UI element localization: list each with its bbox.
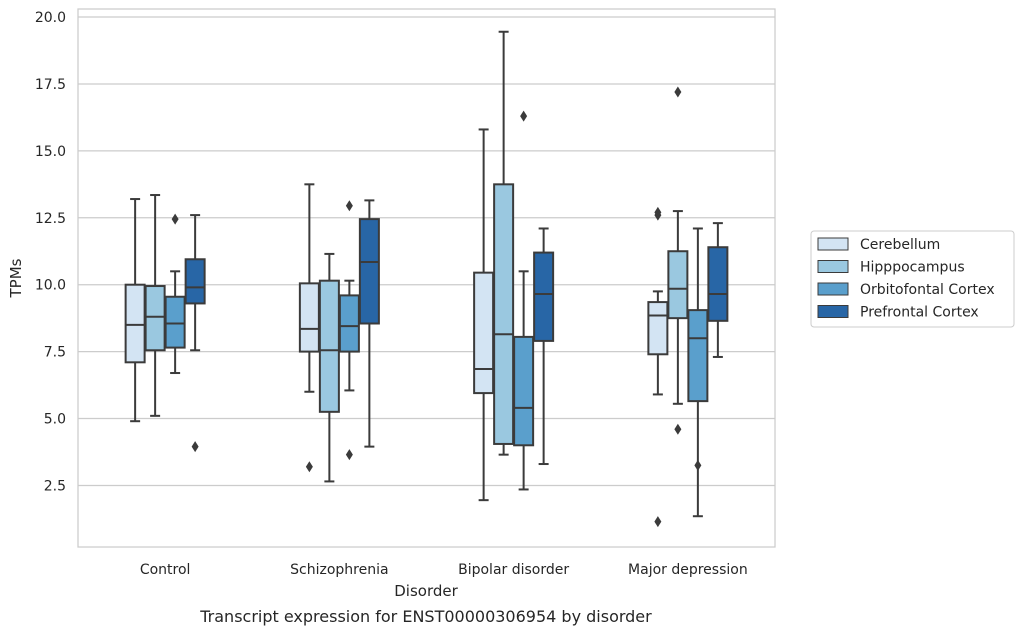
box-body <box>533 251 555 342</box>
outlier-point <box>305 461 313 473</box>
box <box>707 222 729 358</box>
legend-item: Prefrontal Cortex <box>817 305 979 321</box>
box-body <box>164 295 186 349</box>
legend-label: Cerebellum <box>860 237 940 253</box>
box-body <box>667 250 689 320</box>
legend-item: Cerebellum <box>817 237 940 253</box>
legend-swatch <box>817 305 849 318</box>
legend-swatch <box>817 282 849 296</box>
box-body <box>338 294 360 353</box>
x-tick-label: Schizophrenia <box>290 562 388 578</box>
box <box>124 198 146 423</box>
y-tick-label: 15.0 <box>35 144 66 160</box>
box-body <box>318 279 340 413</box>
legend-swatch <box>817 260 849 273</box>
x-tick-labels: Control Schizophrenia Bipolar disorder Majo… <box>140 562 748 578</box>
box <box>687 227 709 518</box>
plot-frame <box>77 8 776 548</box>
legend-label: Hipppocampus <box>860 260 965 276</box>
y-tick-label: 5.0 <box>44 412 66 428</box>
legend-item: Hipppocampus <box>817 260 965 276</box>
box <box>647 206 669 528</box>
box-body <box>707 246 729 322</box>
category-group <box>473 30 555 502</box>
box-groups <box>124 30 729 528</box>
legend-frame <box>810 230 1015 328</box>
outlier-point <box>345 449 353 461</box>
outlier-point <box>694 459 702 471</box>
box <box>318 252 340 483</box>
y-axis-title: TPMs <box>7 258 25 298</box>
outlier-point <box>520 110 528 122</box>
box-body <box>473 271 495 395</box>
chart-caption: Transcript expression for ENST0000030695… <box>199 607 652 626</box>
outlier-point <box>674 86 682 98</box>
box-body <box>687 309 709 403</box>
legend-swatch <box>817 237 849 251</box>
box-body <box>513 335 535 447</box>
outlier-point <box>191 441 199 453</box>
outlier-point <box>674 423 682 435</box>
legend: Cerebellum Hipppocampus Orbitofontal Corte… <box>810 230 1015 328</box>
box <box>493 30 515 456</box>
y-tick-label: 12.5 <box>35 211 66 227</box>
box-body <box>124 283 146 364</box>
x-tick-label: Bipolar disorder <box>458 562 569 578</box>
x-axis-title: Disorder <box>394 582 458 600</box>
legend-label: Prefrontal Cortex <box>860 305 979 321</box>
category-group <box>298 183 380 483</box>
legend-item: Orbitofontal Cortex <box>817 282 995 298</box>
box <box>184 214 206 453</box>
box <box>358 199 380 448</box>
box-body <box>358 218 380 325</box>
category-group <box>124 194 206 453</box>
legend-label: Orbitofontal Cortex <box>860 282 995 298</box>
box-body <box>184 258 206 305</box>
box <box>533 227 555 466</box>
box-body <box>647 301 669 356</box>
outlier-point <box>345 200 353 212</box>
box-body <box>493 183 515 445</box>
box <box>164 213 186 375</box>
outlier-point <box>654 206 662 218</box>
x-tick-label: Control <box>140 562 191 578</box>
category-group <box>647 86 729 528</box>
y-tick-labels: 2.5 5.0 7.5 10.0 12.5 15.0 17.5 20.0 <box>35 10 66 494</box>
box <box>667 86 689 435</box>
y-tick-label: 20.0 <box>35 10 66 26</box>
outlier-point <box>654 516 662 528</box>
y-tick-label: 17.5 <box>35 77 66 93</box>
x-tick-label: Major depression <box>628 562 748 578</box>
box-body <box>144 285 166 352</box>
y-tick-label: 7.5 <box>44 345 66 361</box>
y-tick-label: 2.5 <box>44 478 66 494</box>
box-body <box>298 282 320 353</box>
outlier-point <box>171 213 179 225</box>
box <box>513 110 535 491</box>
y-tick-label: 10.0 <box>35 278 66 294</box>
box <box>298 183 320 473</box>
box <box>338 200 360 461</box>
